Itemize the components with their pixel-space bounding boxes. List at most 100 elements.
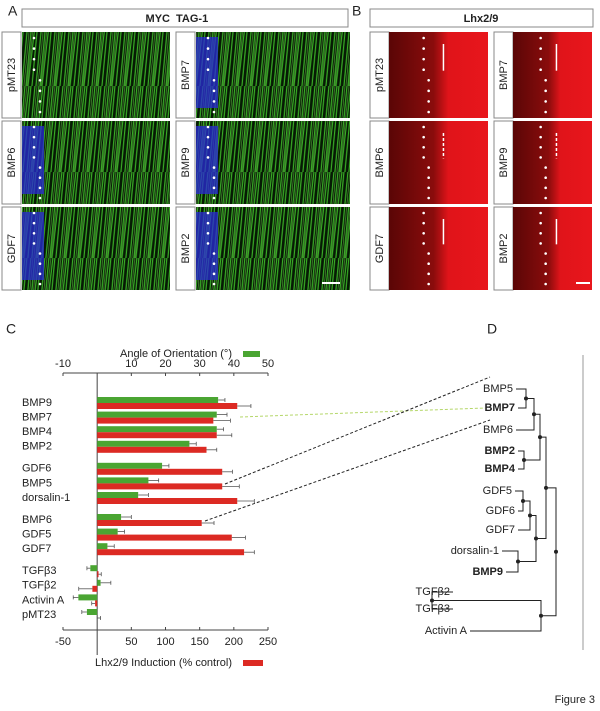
boundary-dot: [212, 110, 216, 114]
bar: [97, 528, 118, 535]
bar: [97, 483, 223, 490]
bar: [97, 579, 101, 586]
boundary-dot: [539, 145, 542, 149]
leaf-label: BMP4: [484, 463, 515, 475]
connector: [204, 419, 491, 522]
bar: [97, 468, 223, 475]
bar: [90, 565, 98, 572]
boundary-dot: [544, 100, 547, 103]
boundary-dot: [539, 68, 542, 72]
boundary-dot: [539, 36, 542, 40]
boundary-dot: [427, 252, 430, 255]
boundary-dot: [544, 282, 547, 286]
bar: [97, 440, 190, 447]
boundary-dot: [206, 57, 210, 61]
bar: [95, 600, 98, 607]
boundary-dot: [427, 166, 430, 169]
boundary-dot: [539, 231, 542, 235]
bar: [97, 432, 217, 439]
boundary-dot: [544, 186, 547, 190]
boundary-dot: [32, 68, 36, 72]
leaf-label: BMP7: [484, 402, 515, 414]
legend-swatch: [243, 351, 260, 357]
label-box: [175, 120, 196, 205]
leaf-label: BMP6: [483, 424, 513, 436]
boundary-dot: [539, 221, 542, 225]
boundary-dot: [427, 282, 430, 286]
row-label: BMP9: [498, 148, 510, 178]
category-label: GDF7: [22, 543, 51, 555]
x2-tick-label: 20: [159, 358, 171, 370]
header-box: [369, 8, 594, 28]
leaf-label: Activin A: [425, 625, 468, 637]
myc-stain: [196, 212, 218, 280]
micrograph: [389, 121, 488, 204]
boundary-dot: [422, 156, 425, 159]
boundary-dot: [32, 156, 36, 159]
boundary-dot: [206, 68, 210, 72]
x-tick-label: 200: [225, 636, 243, 648]
x2-tick-label: 10: [125, 358, 137, 370]
boundary-dot: [422, 57, 425, 61]
branch: [516, 398, 535, 431]
boundary-dot: [38, 282, 42, 286]
row-label: pMT23: [374, 58, 386, 92]
micrograph: [513, 121, 592, 204]
row-label: BMP7: [498, 60, 510, 90]
legend-swatch: [243, 660, 263, 666]
boundary-dot: [32, 125, 36, 129]
bar: [97, 492, 139, 498]
boundary-dot: [38, 166, 42, 169]
leaf-label: dorsalin-1: [451, 545, 499, 557]
category-label: GDF6: [22, 463, 51, 475]
boundary-dot: [427, 110, 430, 114]
row-label: BMP2: [498, 234, 510, 264]
leaf-label: GDF5: [483, 485, 512, 497]
category-label: Activin A: [22, 594, 65, 606]
boundary-dot: [206, 47, 210, 50]
boundary-dot: [539, 156, 542, 159]
bar: [97, 520, 202, 526]
bar: [97, 403, 238, 409]
micrograph: [22, 207, 170, 290]
boundary-dot: [539, 47, 542, 50]
header-text: MYC: [146, 13, 171, 25]
boundary-dot: [422, 125, 425, 129]
boundary-dot: [539, 211, 542, 215]
boundary-dot: [544, 176, 547, 180]
x-tick-label: -50: [55, 636, 71, 648]
boundary-dot: [539, 125, 542, 129]
row-label: BMP7: [180, 60, 192, 90]
boundary-dot: [427, 196, 430, 200]
boundary-dot: [206, 145, 210, 149]
header-box: [21, 8, 349, 28]
boundary-dot: [206, 135, 210, 139]
boundary-dot: [32, 36, 36, 40]
boundary-dot: [212, 262, 216, 266]
branch: [541, 487, 557, 617]
boundary-dot: [38, 176, 42, 180]
boundary-dot: [32, 242, 36, 245]
bar: [97, 534, 232, 541]
micrograph: [196, 121, 350, 204]
bar: [97, 549, 245, 556]
boundary-dot: [38, 110, 42, 114]
leaf-label: BMP5: [483, 383, 513, 395]
boundary-dot: [427, 272, 430, 276]
boundary-dot: [32, 231, 36, 235]
boundary-dot: [427, 176, 430, 180]
x2-tick-label: 40: [228, 358, 240, 370]
bar: [97, 426, 217, 433]
row-label: BMP2: [180, 234, 192, 264]
row-label: BMP6: [374, 148, 386, 178]
x-tick-label: 50: [125, 636, 137, 648]
bar: [97, 498, 238, 504]
boundary-dot: [212, 89, 216, 93]
boundary-dot: [206, 125, 210, 129]
bar: [97, 543, 108, 550]
boundary-dot: [38, 272, 42, 276]
micrograph: [196, 207, 350, 290]
boundary-dot: [212, 78, 216, 82]
micrograph: [513, 32, 592, 118]
panel-label: D: [487, 321, 497, 337]
